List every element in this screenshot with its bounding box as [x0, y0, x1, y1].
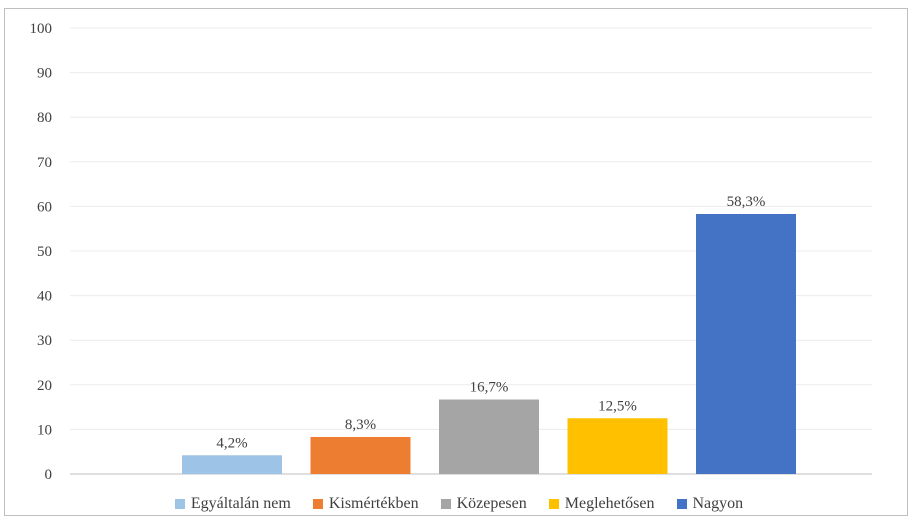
legend-swatch — [676, 499, 687, 509]
legend-label: Egyáltalán nem — [190, 495, 291, 512]
legend-label: Kismértékben — [328, 495, 419, 512]
bar — [696, 213, 796, 474]
legend-swatch — [174, 499, 185, 509]
bar — [310, 436, 411, 474]
data-labels: 4,2% 8,3% 16,7% 12,5% 58,3% — [216, 194, 765, 451]
legend-label: Meglehetősen — [564, 495, 655, 512]
data-label: 12,5% — [598, 398, 637, 414]
legend-item: Kismértékben — [312, 495, 419, 513]
data-label: 8,3% — [345, 417, 376, 433]
y-tick-label: 20 — [37, 378, 52, 394]
legend-swatch — [440, 499, 451, 509]
y-tick-label: 80 — [37, 110, 52, 126]
y-tick-label: 70 — [37, 155, 52, 171]
legend-swatch — [548, 499, 559, 509]
y-tick-label: 50 — [37, 244, 52, 260]
legend-item: Közepesen — [440, 495, 527, 513]
data-label: 58,3% — [727, 194, 766, 210]
y-tick-label: 90 — [37, 66, 52, 82]
y-tick-label: 40 — [37, 289, 52, 305]
bar — [567, 418, 668, 474]
y-tick-label: 0 — [45, 467, 53, 483]
legend-item: Meglehetősen — [548, 495, 655, 513]
bars — [182, 213, 796, 474]
bar — [439, 399, 539, 474]
legend: Egyáltalán nem Kismértékben Közepesen Megle… — [0, 492, 918, 516]
y-tick-label: 30 — [37, 333, 52, 349]
y-tick-label: 100 — [30, 21, 53, 37]
legend-item: Egyáltalán nem — [174, 495, 291, 513]
legend-label: Közepesen — [456, 495, 527, 512]
legend-label: Nagyon — [692, 495, 744, 512]
legend-item: Nagyon — [676, 495, 744, 513]
y-tick-label: 10 — [37, 422, 52, 438]
y-tick-label: 60 — [37, 199, 52, 215]
y-axis: 0 10 20 30 40 50 60 70 80 90 100 — [30, 21, 53, 483]
legend-swatch — [312, 499, 323, 509]
data-label: 4,2% — [216, 435, 247, 451]
bar — [182, 455, 282, 474]
data-label: 16,7% — [470, 380, 509, 396]
